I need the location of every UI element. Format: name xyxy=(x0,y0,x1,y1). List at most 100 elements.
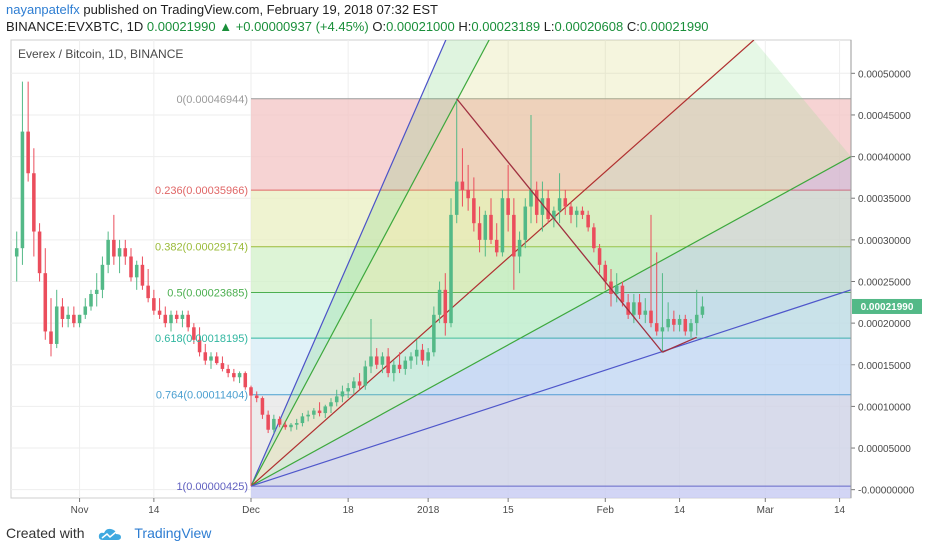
candle xyxy=(32,148,36,257)
fib-zone xyxy=(251,98,851,191)
y-tick-label: 0.00025000 xyxy=(858,277,911,288)
trend-line[interactable] xyxy=(662,336,697,353)
candle xyxy=(609,269,613,307)
candle xyxy=(214,352,219,365)
candle xyxy=(632,293,636,324)
candle-body xyxy=(174,314,179,319)
candle-body xyxy=(660,327,665,332)
fan-line[interactable] xyxy=(250,15,457,487)
y-tick-label: 0.00040000 xyxy=(858,153,911,164)
candle xyxy=(209,352,213,369)
candle-body xyxy=(432,314,436,353)
tradingview-cloud-icon xyxy=(99,529,122,541)
candle-body xyxy=(540,198,545,215)
fan-line[interactable] xyxy=(250,15,502,487)
candle-body xyxy=(689,323,693,332)
candle xyxy=(557,173,562,224)
candle xyxy=(597,244,602,274)
candle-body xyxy=(134,264,139,278)
candle xyxy=(563,189,568,215)
candle xyxy=(414,339,419,365)
candle xyxy=(134,260,139,290)
candle xyxy=(163,306,168,328)
candle xyxy=(203,343,208,365)
author-link[interactable]: nayanpatelfx xyxy=(6,2,80,17)
trend-line[interactable] xyxy=(456,98,663,353)
candle xyxy=(512,198,516,290)
candle-body xyxy=(106,239,110,265)
candle-body xyxy=(666,318,670,328)
x-tick-label: Mar xyxy=(757,505,775,516)
candle xyxy=(523,198,528,249)
price-axis[interactable]: 0.00050000 0.00045000 0.00040000 0.00035000… xyxy=(850,40,915,498)
candle-body xyxy=(163,314,168,324)
candle xyxy=(140,256,145,290)
candle xyxy=(660,273,665,353)
candle xyxy=(603,260,608,290)
time-axis[interactable]: Nov 14 Dec 18 2018 15 Feb 14 Mar 14 xyxy=(71,498,846,516)
candle-body xyxy=(380,356,385,365)
fib-retracement[interactable] xyxy=(251,98,851,498)
candle-body xyxy=(654,323,659,332)
candle xyxy=(334,389,339,407)
tradingview-brand[interactable]: TradingView xyxy=(134,525,212,541)
candle-body xyxy=(352,381,356,389)
gann-fan[interactable] xyxy=(250,15,851,498)
change-value: +0.00000937 (+4.45%) xyxy=(235,19,369,34)
candle xyxy=(157,298,162,319)
fan-line[interactable] xyxy=(250,40,755,487)
candle-body xyxy=(357,381,362,386)
candle xyxy=(397,352,402,374)
candle-body xyxy=(289,424,293,428)
candle xyxy=(626,293,630,319)
candle xyxy=(534,181,539,224)
published-text: published on TradingView.com, February 1… xyxy=(83,2,438,17)
candle-body xyxy=(220,363,225,369)
candle-body xyxy=(374,356,379,365)
candle xyxy=(437,281,442,324)
candle xyxy=(683,314,688,336)
candle xyxy=(517,231,522,274)
y-tick-label: 0.00020000 xyxy=(858,319,911,330)
fib-level-label: 0.236(0.00035966) xyxy=(155,185,248,197)
candle-body xyxy=(140,264,145,286)
candle-body xyxy=(89,293,93,307)
candle xyxy=(226,364,230,378)
candle-body xyxy=(146,285,150,299)
x-tick-label: 14 xyxy=(674,505,686,516)
candle-body xyxy=(512,214,516,257)
fib-level-label: 0.382(0.00029174) xyxy=(155,242,248,254)
candle xyxy=(220,356,225,372)
candle xyxy=(129,248,133,282)
price-chart[interactable]: 0(0.00046944) 0.236(0.00035966) 0.382(0.00… xyxy=(0,0,932,520)
candle-body xyxy=(300,416,305,424)
open-label: O: xyxy=(372,19,387,34)
symbol-label: BINANCE:EVXBTC, 1D xyxy=(6,19,144,34)
trend-lines[interactable] xyxy=(456,98,697,353)
candle xyxy=(192,323,196,344)
fan-line[interactable] xyxy=(250,156,851,487)
fib-level-label: 0(0.00046944) xyxy=(176,94,248,106)
candle xyxy=(346,383,350,399)
candle xyxy=(654,252,659,336)
candle xyxy=(323,404,328,419)
candle-body xyxy=(597,248,602,265)
candle-body xyxy=(334,396,339,403)
candle-body xyxy=(152,298,156,311)
x-tick-label: 14 xyxy=(834,505,846,516)
close-label: C: xyxy=(626,19,640,34)
candle-body xyxy=(32,173,36,232)
candle-body xyxy=(546,198,550,220)
candle xyxy=(232,368,236,382)
candle xyxy=(529,114,533,224)
candle xyxy=(700,296,705,319)
fan-line[interactable] xyxy=(250,289,851,487)
candle xyxy=(540,181,545,232)
candle-body xyxy=(580,210,585,215)
candle xyxy=(94,273,99,307)
price-tag: 0.00021990 xyxy=(852,298,922,314)
candle-body xyxy=(529,189,533,207)
candle xyxy=(169,310,173,332)
candle-body xyxy=(672,318,676,325)
candle xyxy=(432,306,436,357)
